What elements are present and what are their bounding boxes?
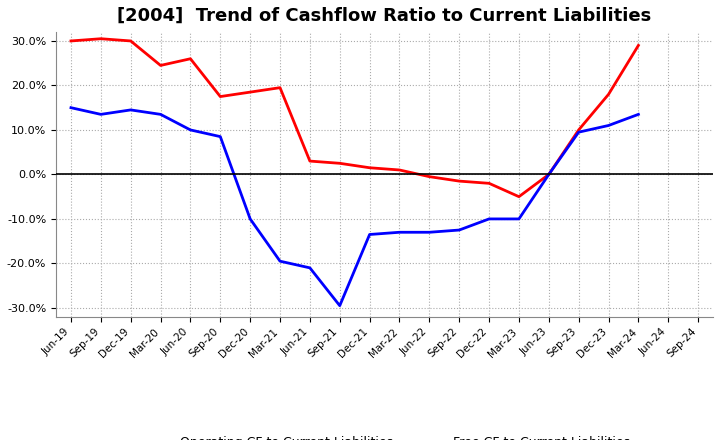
Operating CF to Current Liabilities — [604, 92, 613, 97]
Operating CF to Current Liabilities — [127, 38, 135, 44]
Free CF to Current Liabilities — [485, 216, 493, 222]
Operating CF to Current Liabilities — [186, 56, 194, 62]
Operating CF to Current Liabilities — [455, 179, 464, 184]
Free CF to Current Liabilities — [604, 123, 613, 128]
Free CF to Current Liabilities — [455, 227, 464, 233]
Free CF to Current Liabilities — [186, 127, 194, 132]
Operating CF to Current Liabilities — [336, 161, 344, 166]
Operating CF to Current Liabilities — [544, 172, 553, 177]
Free CF to Current Liabilities — [336, 303, 344, 308]
Free CF to Current Liabilities — [246, 216, 254, 222]
Free CF to Current Liabilities — [96, 112, 105, 117]
Free CF to Current Liabilities — [127, 107, 135, 113]
Free CF to Current Liabilities — [575, 129, 583, 135]
Free CF to Current Liabilities — [395, 230, 404, 235]
Operating CF to Current Liabilities — [425, 174, 433, 179]
Operating CF to Current Liabilities — [305, 158, 314, 164]
Free CF to Current Liabilities — [515, 216, 523, 222]
Operating CF to Current Liabilities — [276, 85, 284, 90]
Operating CF to Current Liabilities — [395, 167, 404, 172]
Line: Free CF to Current Liabilities: Free CF to Current Liabilities — [71, 108, 639, 306]
Operating CF to Current Liabilities — [67, 38, 76, 44]
Title: [2004]  Trend of Cashflow Ratio to Current Liabilities: [2004] Trend of Cashflow Ratio to Curren… — [117, 7, 652, 25]
Operating CF to Current Liabilities — [634, 43, 643, 48]
Free CF to Current Liabilities — [67, 105, 76, 110]
Free CF to Current Liabilities — [276, 259, 284, 264]
Operating CF to Current Liabilities — [216, 94, 225, 99]
Legend: Operating CF to Current Liabilities, Free CF to Current Liabilities: Operating CF to Current Liabilities, Fre… — [134, 431, 635, 440]
Free CF to Current Liabilities — [544, 172, 553, 177]
Free CF to Current Liabilities — [365, 232, 374, 237]
Operating CF to Current Liabilities — [485, 181, 493, 186]
Free CF to Current Liabilities — [156, 112, 165, 117]
Line: Operating CF to Current Liabilities: Operating CF to Current Liabilities — [71, 39, 639, 197]
Operating CF to Current Liabilities — [96, 36, 105, 41]
Operating CF to Current Liabilities — [156, 63, 165, 68]
Operating CF to Current Liabilities — [246, 89, 254, 95]
Free CF to Current Liabilities — [425, 230, 433, 235]
Operating CF to Current Liabilities — [365, 165, 374, 170]
Free CF to Current Liabilities — [216, 134, 225, 139]
Operating CF to Current Liabilities — [515, 194, 523, 199]
Free CF to Current Liabilities — [305, 265, 314, 271]
Operating CF to Current Liabilities — [575, 127, 583, 132]
Free CF to Current Liabilities — [634, 112, 643, 117]
